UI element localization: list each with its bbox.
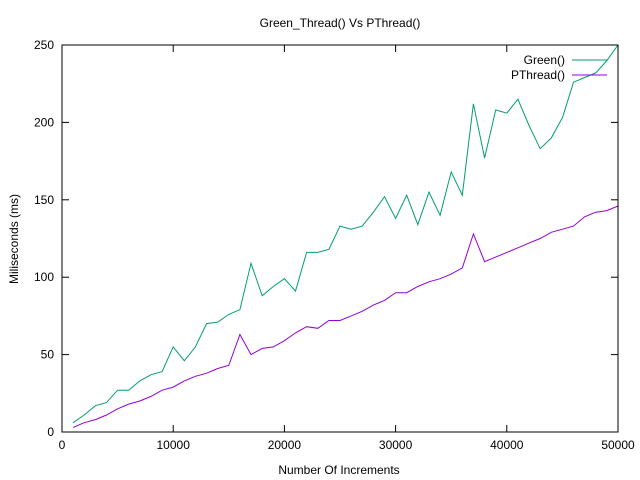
chart-title: Green_Thread() Vs PThread() xyxy=(260,16,421,30)
x-tick-label: 40000 xyxy=(490,438,524,452)
y-tick-label: 250 xyxy=(34,38,54,52)
data-series xyxy=(72,44,619,428)
x-tick-label: 20000 xyxy=(268,438,302,452)
y-tick-label: 0 xyxy=(47,425,54,439)
x-tick-label: 50000 xyxy=(601,438,635,452)
y-tick-label: 50 xyxy=(41,348,55,362)
legend-label: Green() xyxy=(524,53,565,67)
x-axis-label: Number Of Increments xyxy=(278,463,399,477)
axis-ticks: 0 50 100 150 200 250 0 10000 20000 30000 40000 5000… xyxy=(34,38,635,452)
series-line-pthread xyxy=(72,205,619,428)
x-tick-label: 0 xyxy=(59,438,66,452)
legend-label: PThread() xyxy=(511,68,565,82)
y-tick-label: 100 xyxy=(34,270,54,284)
series-line-green xyxy=(72,44,619,424)
x-tick-label: 30000 xyxy=(379,438,413,452)
y-axis-label: Miliseconds (ms) xyxy=(7,194,21,284)
legend: Green()PThread() xyxy=(511,53,607,82)
x-tick-label: 10000 xyxy=(157,438,191,452)
plot-frame xyxy=(61,44,619,433)
y-tick-label: 200 xyxy=(34,115,54,129)
y-tick-label: 150 xyxy=(34,193,54,207)
